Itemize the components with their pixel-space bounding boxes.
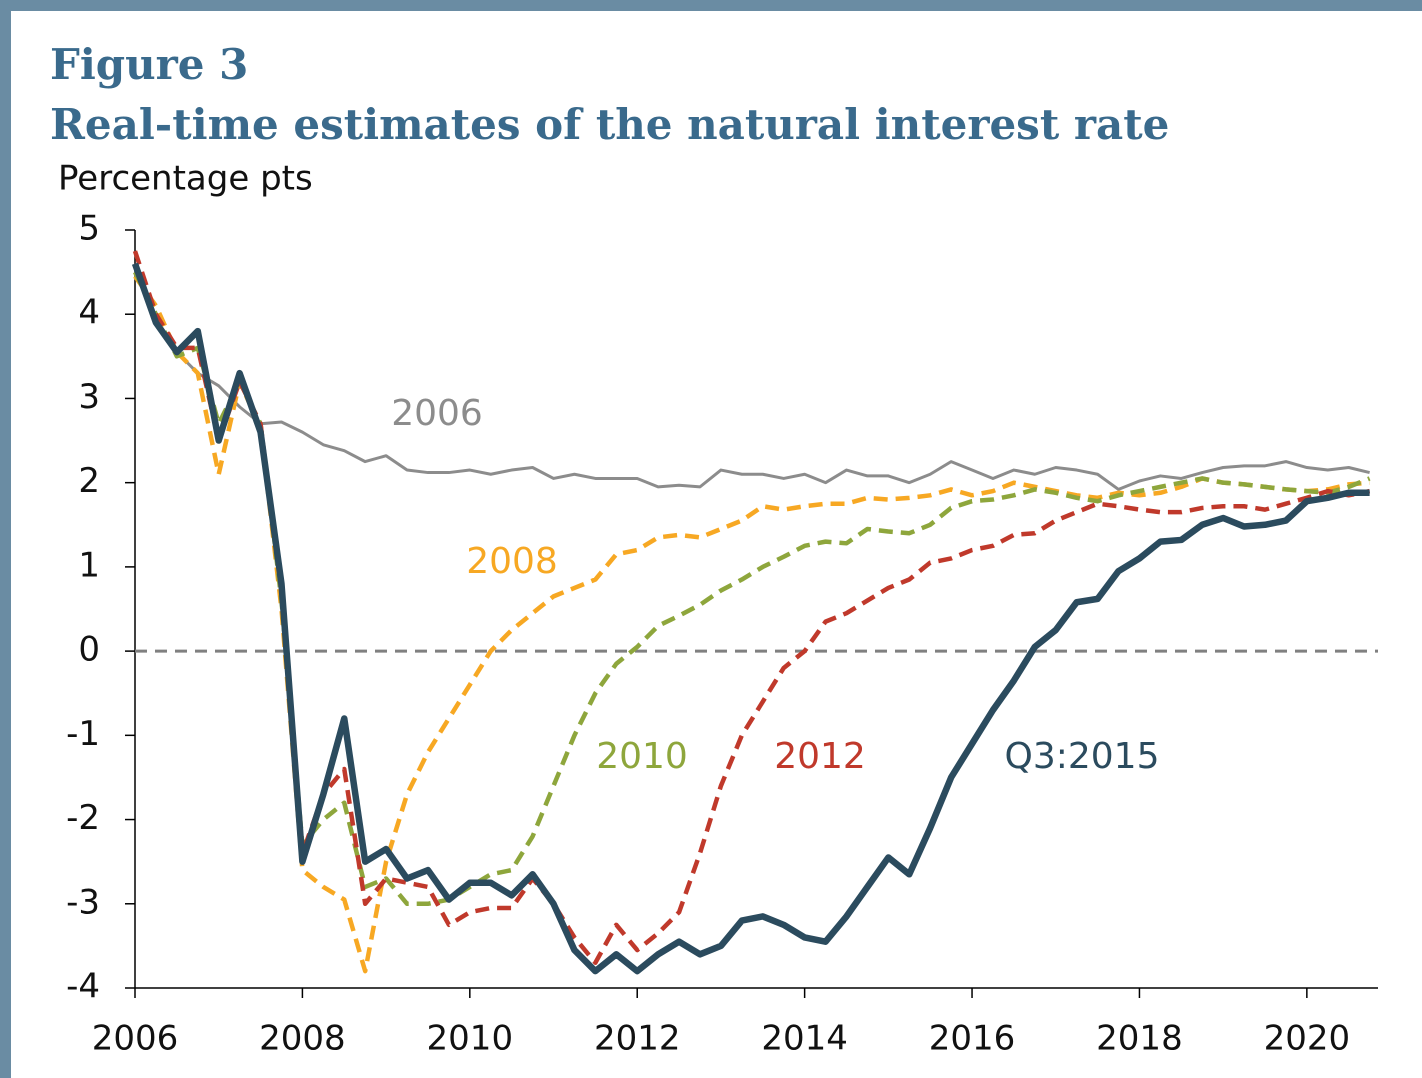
x-tick-label: 2010 (427, 1019, 514, 1059)
y-tick-label: -4 (66, 967, 100, 1007)
y-tick-label: -2 (66, 798, 100, 838)
x-tick-label: 2012 (594, 1019, 681, 1059)
series-label: 2006 (391, 393, 483, 434)
y-tick-label: 1 (78, 545, 100, 585)
series-line (133, 275, 1370, 974)
series-line (133, 263, 1370, 491)
y-tick-label: 4 (78, 293, 100, 333)
y-tick-label: 3 (78, 377, 100, 417)
y-tick-label: -3 (66, 882, 100, 922)
series-label: 2010 (596, 736, 688, 777)
figure-label: Figure 3 (50, 40, 248, 89)
x-tick-label: 2008 (259, 1019, 346, 1059)
y-tick-label: 0 (78, 630, 100, 670)
x-tick-label: 2016 (929, 1019, 1016, 1059)
x-tick-label: 2006 (92, 1019, 179, 1059)
chart-title: Real-time estimates of the natural inter… (50, 100, 1169, 149)
series-line (131, 262, 1370, 975)
x-tick-label: 2020 (1264, 1019, 1351, 1059)
y-tick-label: 2 (78, 461, 100, 501)
series-label: 2008 (466, 541, 558, 582)
y-axis-label: Percentage pts (58, 159, 313, 199)
x-tick-label: 2018 (1096, 1019, 1183, 1059)
series-line (132, 250, 1371, 965)
series-label: Q3:2015 (1005, 736, 1160, 777)
series-line (132, 271, 1371, 907)
y-tick-label: -1 (66, 714, 100, 754)
series-label: 2012 (774, 736, 866, 777)
x-tick-label: 2014 (761, 1019, 848, 1059)
y-tick-label: 5 (78, 209, 100, 249)
